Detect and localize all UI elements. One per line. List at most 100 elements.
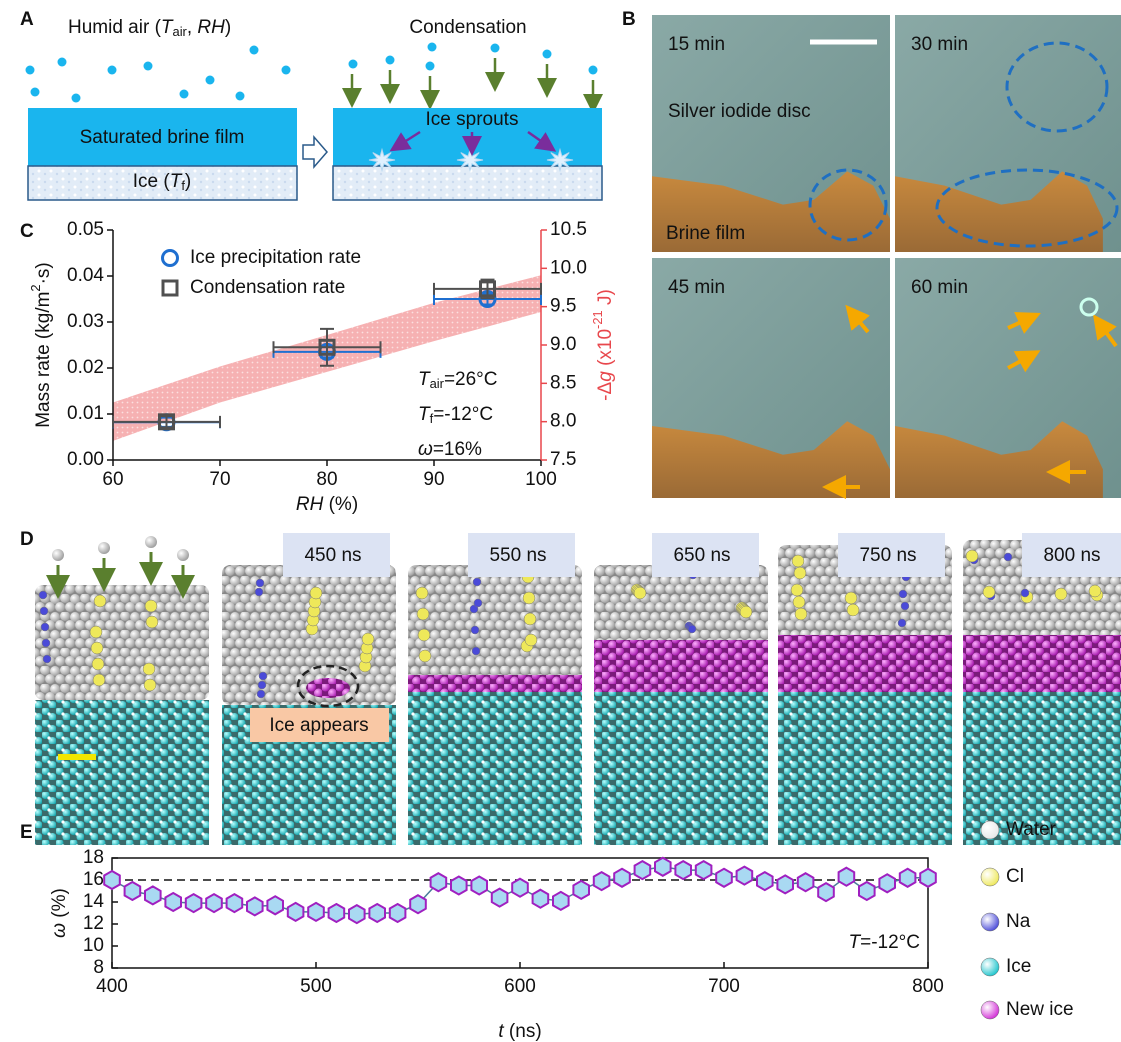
x-axis-label: RH (%) bbox=[296, 494, 358, 515]
vapor-dot bbox=[282, 66, 291, 75]
y-axis-label-part: (%) bbox=[49, 888, 70, 923]
hexagon-marker bbox=[757, 872, 773, 890]
hexagon-marker bbox=[818, 883, 834, 901]
chloride-ion bbox=[634, 587, 646, 599]
hexagon-marker bbox=[879, 874, 895, 892]
new-ice-region bbox=[594, 640, 768, 692]
y2-axis-label-part: -Δ bbox=[595, 381, 616, 400]
chloride-ion bbox=[362, 633, 374, 645]
legend-label: Condensation rate bbox=[190, 277, 345, 298]
frame-label: 30 min bbox=[911, 34, 968, 55]
chloride-ion bbox=[93, 674, 105, 686]
sodium-ion bbox=[255, 588, 263, 596]
sodium-ion bbox=[41, 623, 49, 631]
new-ice-region bbox=[408, 675, 582, 692]
sodium-ion bbox=[43, 655, 51, 663]
hexagon-marker bbox=[512, 879, 528, 897]
sodium-ion bbox=[259, 672, 267, 680]
incoming-water bbox=[98, 542, 110, 554]
chloride-ion bbox=[966, 550, 978, 562]
y2-tick-label: 8.5 bbox=[550, 372, 576, 393]
ice-region bbox=[594, 692, 768, 845]
x-axis-label-part: (%) bbox=[323, 494, 358, 515]
sodium-ion bbox=[899, 590, 907, 598]
y-tick-label: 0.03 bbox=[67, 311, 104, 332]
hexagon-marker bbox=[859, 882, 875, 900]
x-axis-label: t (ns) bbox=[498, 1021, 541, 1042]
x-tick-label: 60 bbox=[102, 469, 123, 490]
y2-axis-label-part: J) bbox=[595, 289, 616, 310]
hexagon-marker bbox=[492, 889, 508, 907]
y2-tick-label: 7.5 bbox=[550, 449, 576, 470]
hexagon-marker bbox=[839, 868, 855, 886]
incoming-water bbox=[145, 536, 157, 548]
vapor-dot bbox=[428, 43, 437, 52]
sodium-ion bbox=[256, 579, 264, 587]
vapor-dot bbox=[491, 44, 500, 53]
annotation: Tair=26°C bbox=[418, 369, 498, 391]
incoming-water bbox=[52, 549, 64, 561]
annotation-part: =-12°C bbox=[433, 404, 493, 425]
hexagon-marker bbox=[553, 892, 569, 910]
hexagon-marker bbox=[431, 873, 447, 891]
annotation-part: =16% bbox=[433, 439, 482, 460]
new-ice-region bbox=[963, 635, 1121, 692]
legend-label: Ice precipitation rate bbox=[190, 247, 361, 268]
hexagon-marker bbox=[145, 886, 161, 904]
y-axis-label-part: ω bbox=[49, 923, 70, 938]
atom-swatch bbox=[981, 958, 999, 976]
y2-axis-label: -Δg (x10-21 J) bbox=[590, 289, 616, 401]
brine-label: Saturated brine film bbox=[80, 127, 245, 148]
air-label-part: air bbox=[173, 24, 188, 39]
chloride-ion bbox=[310, 587, 322, 599]
transition-arrow bbox=[303, 137, 327, 167]
y-tick-label: 16 bbox=[83, 869, 104, 890]
hexagon-marker bbox=[451, 877, 467, 895]
y-axis-label-part: ·s) bbox=[33, 262, 54, 284]
hexagon-marker bbox=[471, 877, 487, 895]
hexagon-marker bbox=[288, 903, 304, 921]
chloride-ion bbox=[983, 586, 995, 598]
sodium-ion bbox=[901, 602, 909, 610]
chloride-ion bbox=[92, 658, 104, 670]
y-tick-label: 0.04 bbox=[67, 265, 104, 286]
y-tick-label: 10 bbox=[83, 935, 104, 956]
vapor-dot bbox=[206, 76, 215, 85]
chloride-ion bbox=[792, 555, 804, 567]
new-ice-region bbox=[778, 635, 952, 692]
incoming-water bbox=[177, 549, 189, 561]
y-tick-label: 0.02 bbox=[67, 357, 104, 378]
sodium-ion bbox=[39, 591, 47, 599]
air-label-part: ) bbox=[225, 17, 231, 38]
hexagon-marker bbox=[533, 890, 549, 908]
sodium-ion bbox=[258, 681, 266, 689]
hexagon-marker bbox=[410, 895, 426, 913]
y2-tick-label: 10.0 bbox=[550, 257, 587, 278]
air-label: Humid air (Tair, RH) bbox=[68, 17, 231, 39]
hexagon-marker bbox=[329, 904, 345, 922]
chloride-ion bbox=[94, 595, 106, 607]
legend-marker bbox=[163, 251, 178, 266]
ice-sprout bbox=[457, 150, 483, 171]
y-axis-label-part: 2 bbox=[28, 284, 43, 291]
frame-label: 60 min bbox=[911, 277, 968, 298]
x-axis-label-part: (ns) bbox=[504, 1021, 542, 1042]
vapor-dot bbox=[250, 46, 259, 55]
y2-axis-label-part: -21 bbox=[590, 310, 605, 329]
panel-label: D bbox=[20, 529, 34, 550]
chloride-ion bbox=[419, 650, 431, 662]
x-tick-label: 70 bbox=[209, 469, 230, 490]
annotation-part: =26°C bbox=[444, 369, 498, 390]
ice-label-part: Ice ( bbox=[133, 171, 171, 192]
vapor-dot bbox=[589, 66, 598, 75]
hexagon-marker bbox=[900, 869, 916, 887]
condensation-label: Condensation bbox=[409, 17, 526, 38]
y2-tick-label: 10.5 bbox=[550, 219, 587, 240]
annotation-part: =-12°C bbox=[860, 932, 920, 953]
figure: ABCDEHumid air (Tair, RH)CondensationSat… bbox=[0, 0, 1121, 1042]
chloride-ion bbox=[146, 616, 158, 628]
atom-label: New ice bbox=[1006, 999, 1074, 1020]
chloride-ion bbox=[795, 608, 807, 620]
atom-swatch bbox=[981, 868, 999, 886]
y-tick-label: 8 bbox=[93, 957, 104, 978]
